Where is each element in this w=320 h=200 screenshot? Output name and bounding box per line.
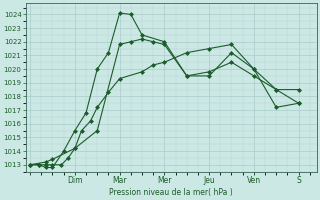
X-axis label: Pression niveau de la mer( hPa ): Pression niveau de la mer( hPa ) (109, 188, 233, 197)
